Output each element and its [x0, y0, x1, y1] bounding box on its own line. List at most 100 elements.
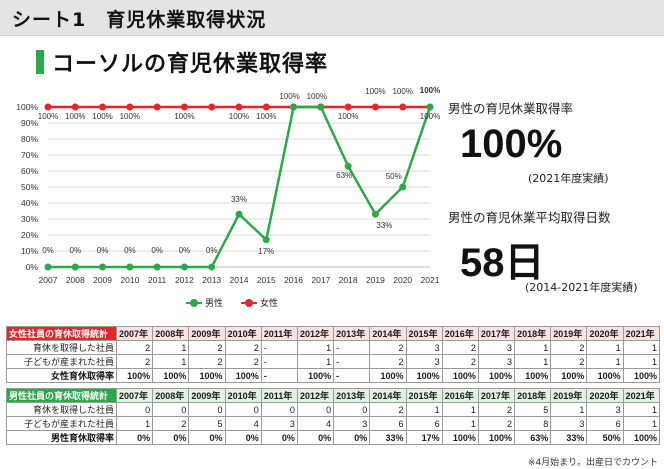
legend-item-male: 男性: [186, 296, 223, 309]
y-tick-label: 60%: [21, 166, 38, 176]
table-cell: 5: [514, 402, 552, 417]
x-tick-label: 2016: [284, 275, 303, 285]
data-point-male: [371, 210, 379, 218]
table-cell: 0%: [333, 430, 371, 445]
year-header: 2007年: [115, 388, 154, 403]
data-point-male: [290, 103, 298, 111]
y-tick-label: 80%: [21, 134, 38, 144]
year-header: 2015年: [405, 388, 443, 403]
data-point-male: [317, 103, 325, 111]
year-header: 2015年: [405, 326, 443, 341]
table-cell: 3: [477, 354, 516, 369]
x-tick-label: 2019: [366, 275, 385, 285]
data-point-female: [126, 103, 134, 111]
year-header: 2017年: [477, 326, 516, 341]
table-cell: 3: [333, 416, 371, 431]
legend-swatch-female: [241, 298, 258, 307]
table-cell: 8: [514, 416, 552, 431]
table-cell: 1: [622, 416, 661, 431]
x-tick-label: 2021: [421, 275, 440, 285]
data-point-male: [426, 103, 434, 111]
sheet-header: シート1 育児休業取得状況: [0, 0, 664, 36]
table-cell: 0: [115, 402, 154, 417]
year-header: 2010年: [224, 326, 262, 341]
table-cell: 1: [152, 354, 190, 369]
table-cell: -: [260, 368, 298, 383]
legend-swatch-male: [186, 298, 202, 307]
table-cell: 0: [296, 402, 335, 417]
row-label: 女性育休取得率: [6, 368, 117, 383]
kpi-days-note-box: (2014-2021年度実績): [525, 279, 638, 295]
male-data-label: 50%: [386, 172, 402, 181]
table-cell: 3: [586, 402, 624, 417]
year-header: 2020年: [586, 326, 624, 341]
table-cell: 2: [550, 340, 588, 355]
table-cell: 2: [188, 340, 226, 355]
year-header: 2007年: [115, 326, 154, 341]
table-cell: 6: [586, 416, 624, 431]
kpi-rate-value-box: 100%: [460, 122, 562, 167]
table-cell: 1: [514, 340, 552, 355]
year-header: 2018年: [514, 326, 552, 341]
section-title: コーソルの育児休業取得率: [52, 52, 329, 77]
female-leave-table: 女性社員の育休取得統計 2007年 2008年 2009年 2010年 2011年 2012…: [6, 326, 661, 383]
table-cell: 2: [369, 340, 407, 355]
table-cell: 63%: [514, 430, 552, 445]
table-cell: -: [260, 340, 298, 355]
table-cell: 4: [296, 416, 335, 431]
year-header: 2017年: [477, 388, 516, 403]
table-cell: 6: [405, 416, 443, 431]
table-cell: 0: [333, 402, 371, 417]
male-table-title: 男性社員の育休取得統計: [6, 388, 117, 403]
table-cell: 1: [622, 402, 661, 417]
sheet-title: シート1 育児休業取得状況: [12, 9, 267, 31]
kpi-rate-note-box: (2021年度実績): [528, 170, 609, 186]
table-cell: 50%: [586, 430, 624, 445]
male-data-label: 0%: [206, 246, 218, 255]
row-label: 子どもが産まれた社員: [6, 354, 117, 369]
table-cell: 100%: [622, 430, 661, 445]
table-cell: 33%: [550, 430, 588, 445]
year-header: 2021年: [622, 388, 661, 403]
data-point-male: [235, 210, 243, 218]
table-cell: 1: [405, 402, 443, 417]
female-data-label: 100%: [38, 112, 58, 121]
year-header: 2012年: [296, 326, 335, 341]
table-row: 子どもが産まれた社員 1 2 5 4 3 4 3 6 6 1 2 8 3 6 1: [6, 416, 661, 431]
year-header: 2014年: [369, 326, 407, 341]
data-point-male: [71, 263, 79, 271]
chart-legend: 男性 女性: [186, 296, 278, 309]
table-cell: 1: [115, 416, 154, 431]
table-cell: -: [260, 354, 298, 369]
y-tick-label: 40%: [21, 198, 38, 208]
table-cell: 1: [441, 416, 479, 431]
table-cell: 2: [224, 354, 262, 369]
table-cell: 100%: [224, 368, 262, 383]
x-tick-label: 2018: [339, 275, 358, 285]
data-point-female: [180, 103, 188, 111]
data-point-female: [399, 103, 407, 111]
table-cell: -: [333, 368, 371, 383]
legend-label-male: 男性: [205, 298, 224, 308]
table-cell: 2: [115, 340, 154, 355]
male-data-label: 0%: [97, 246, 109, 255]
female-data-label: 100%: [65, 112, 85, 121]
kpi-days-value: 58日: [460, 241, 545, 285]
male-data-label: 0%: [151, 246, 163, 255]
table-cell: 3: [405, 354, 443, 369]
year-header: 2019年: [550, 326, 588, 341]
data-point-male: [208, 263, 216, 271]
table-cell: 2: [224, 340, 262, 355]
data-point-female: [44, 103, 52, 111]
year-header: 2011年: [260, 326, 298, 341]
table-cell: 1: [550, 402, 588, 417]
table-cell: 2: [369, 354, 407, 369]
table-row: 育休を取得した社員 0 0 0 0 0 0 0 2 1 1 2 5 1 3 1: [6, 402, 661, 417]
table-cell: 2: [441, 354, 479, 369]
table-cell: 3: [550, 416, 588, 431]
year-header: 2011年: [260, 388, 298, 403]
x-tick-label: 2012: [175, 275, 194, 285]
kpi-rate-label: 男性の育児休業取得率: [448, 101, 574, 116]
table-cell: 4: [224, 416, 262, 431]
table-cell: 0%: [296, 430, 335, 445]
